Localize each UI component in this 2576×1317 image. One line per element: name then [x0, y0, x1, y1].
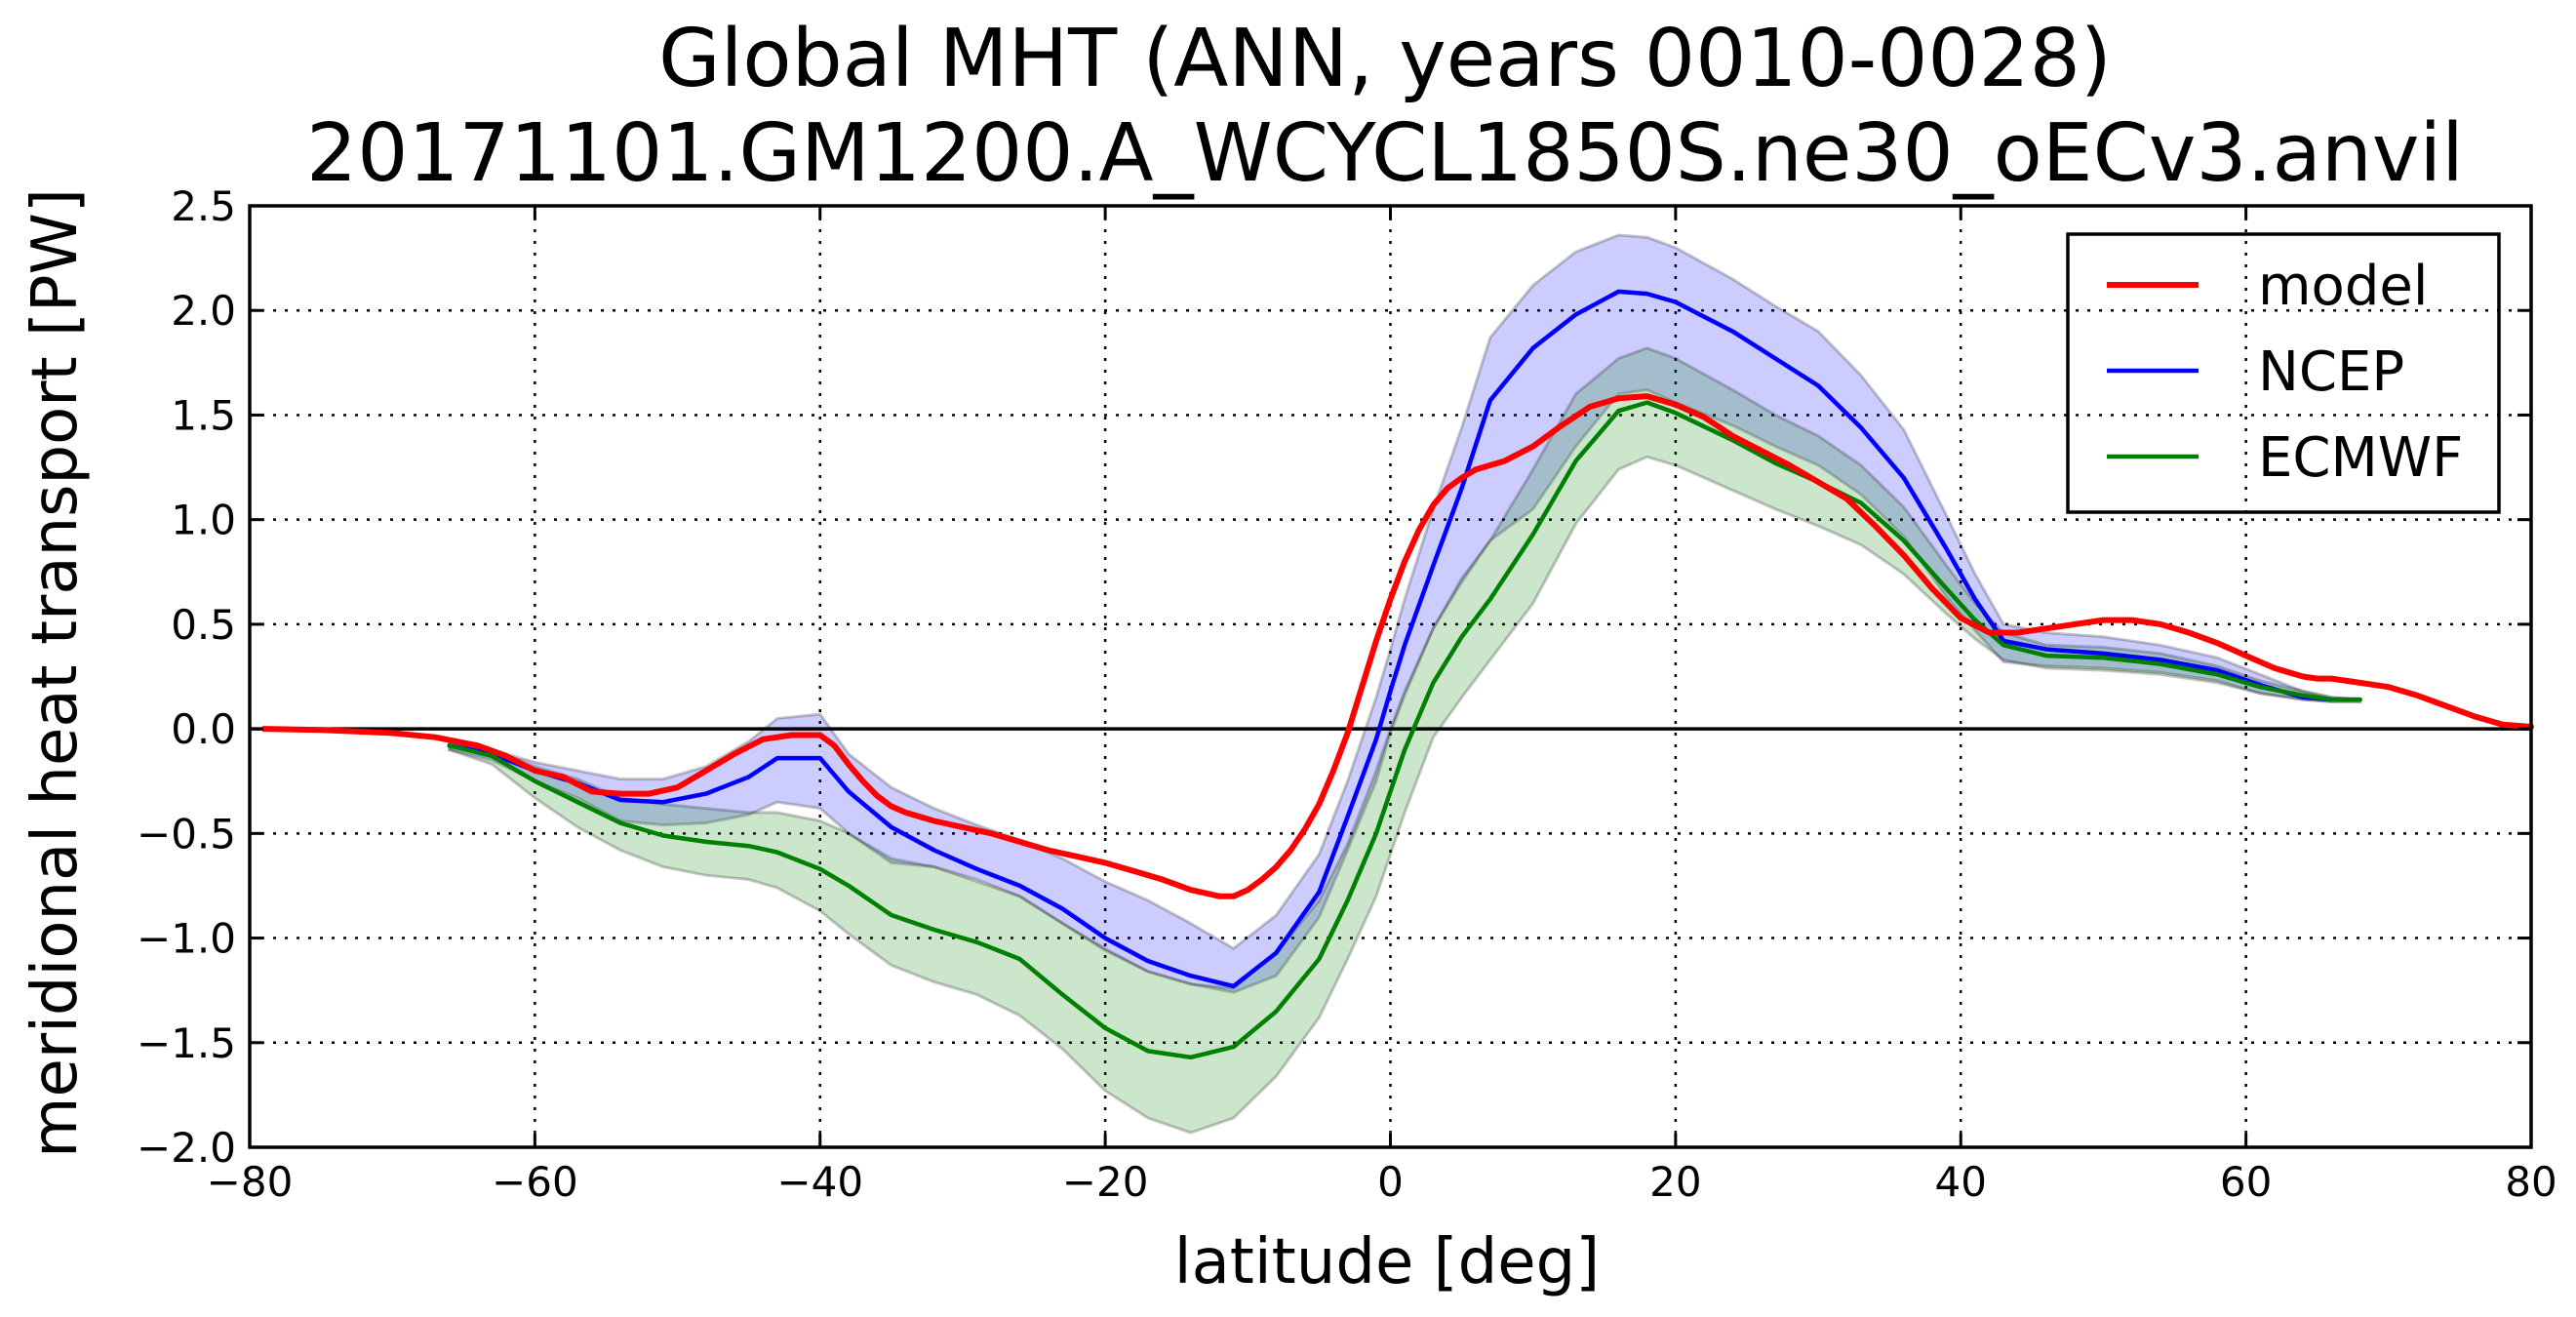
ecmwf-line [447, 400, 2362, 1060]
x-tick-label: 60 [2220, 1158, 2272, 1206]
x-tick-label: −80 [207, 1158, 294, 1206]
x-tick-label: −20 [1062, 1158, 1149, 1206]
y-axis-label: meridional heat transport [PW] [20, 188, 92, 1158]
y-tick-label: 2.5 [171, 182, 236, 230]
x-tick-label: 40 [1935, 1158, 1987, 1206]
y-tick-label: 2.0 [171, 287, 236, 335]
y-tick-label: −1.5 [137, 1019, 236, 1067]
x-tick-label: −60 [492, 1158, 578, 1206]
legend-label-ecmwf: ECMWF [2258, 426, 2463, 490]
x-tick-label: 20 [1649, 1158, 1701, 1206]
x-tick-label: 80 [2505, 1158, 2556, 1206]
y-tick-label: 0.0 [171, 705, 236, 753]
y-tick-label: 1.5 [171, 391, 236, 439]
y-tick-label: 1.0 [171, 497, 236, 544]
x-tick-label: 0 [1377, 1158, 1404, 1206]
axis-ticks: −80 −60 −40 −20 0 20 40 60 80 −2.0 −1.5 −1.0 −0.5 0.0… [137, 182, 2557, 1206]
chart-title: Global MHT (ANN, years 0010-0028) [658, 13, 2112, 105]
ecmwf-spread-band [448, 346, 2362, 1135]
legend: model NCEP ECMWF [2066, 232, 2501, 514]
legend-label-ncep: NCEP [2258, 340, 2404, 404]
model-line [260, 393, 2534, 899]
y-tick-label: −1.0 [137, 915, 236, 963]
y-tick-label: −0.5 [137, 810, 236, 858]
legend-label-model: model [2258, 255, 2428, 318]
x-axis-label: latitude [deg] [1174, 1226, 1600, 1298]
grid-lines [250, 206, 2531, 1147]
y-tick-label: −2.0 [137, 1124, 236, 1172]
chart-subtitle: 20171101.GM1200.A_WCYCL1850S.ne30_oECv3.… [306, 107, 2464, 200]
legend-box [2066, 232, 2501, 514]
series-lines [260, 289, 2534, 1060]
x-tick-label: −40 [776, 1158, 863, 1206]
uncertainty-bands [448, 233, 2362, 1135]
y-tick-label: 0.5 [171, 601, 236, 649]
